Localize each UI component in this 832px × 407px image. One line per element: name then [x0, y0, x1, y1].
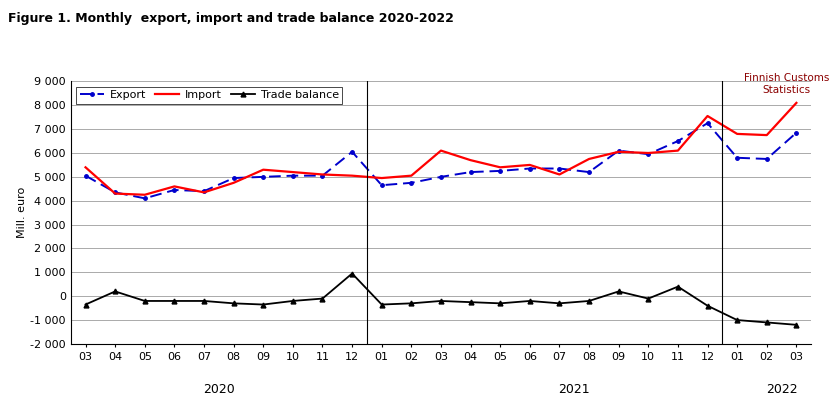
Import [377, 175, 387, 180]
Import [584, 157, 594, 162]
Import [466, 158, 476, 163]
Line: Import: Import [86, 103, 796, 195]
Trade balance [347, 271, 357, 276]
Import [791, 101, 801, 105]
Trade balance [199, 298, 209, 303]
Trade balance [791, 322, 801, 327]
Export [643, 152, 653, 157]
Legend: Export, Import, Trade balance: Export, Import, Trade balance [77, 87, 342, 104]
Trade balance [81, 302, 91, 307]
Import [318, 172, 328, 177]
Trade balance [643, 296, 653, 301]
Trade balance [762, 320, 772, 325]
Export [406, 180, 416, 185]
Import [199, 190, 209, 195]
Line: Export: Export [84, 121, 798, 200]
Trade balance [288, 298, 298, 303]
Trade balance [436, 298, 446, 303]
Export [702, 121, 712, 126]
Text: Finnish Customs
Statistics: Finnish Customs Statistics [744, 73, 829, 95]
Trade balance [732, 317, 742, 322]
Trade balance [673, 284, 683, 289]
Trade balance [702, 303, 712, 308]
Import [140, 193, 150, 197]
Export [791, 130, 801, 135]
Trade balance [554, 301, 564, 306]
Export [732, 155, 742, 160]
Export [347, 149, 357, 154]
Trade balance [318, 296, 328, 301]
Export [288, 173, 298, 178]
Import [762, 133, 772, 138]
Import [288, 170, 298, 175]
Import [614, 149, 624, 154]
Trade balance [377, 302, 387, 307]
Import [702, 114, 712, 118]
Import [732, 131, 742, 136]
Line: Trade balance: Trade balance [83, 271, 799, 327]
Export [140, 196, 150, 201]
Import [170, 184, 180, 189]
Import [229, 180, 239, 185]
Text: Figure 1. Monthly  export, import and trade balance 2020-2022: Figure 1. Monthly export, import and tra… [8, 12, 454, 25]
Export [584, 170, 594, 175]
Trade balance [614, 289, 624, 294]
Text: 2022: 2022 [765, 383, 797, 396]
Import [643, 151, 653, 155]
Import [495, 165, 505, 170]
Import [673, 148, 683, 153]
Trade balance [584, 298, 594, 303]
Export [525, 166, 535, 171]
Y-axis label: Mill. euro: Mill. euro [17, 187, 27, 238]
Trade balance [140, 298, 150, 303]
Import [110, 191, 120, 196]
Trade balance [258, 302, 268, 307]
Export [762, 157, 772, 162]
Import [406, 173, 416, 178]
Export [110, 190, 120, 195]
Trade balance [110, 289, 120, 294]
Trade balance [406, 301, 416, 306]
Import [554, 172, 564, 177]
Trade balance [495, 301, 505, 306]
Trade balance [466, 300, 476, 304]
Export [436, 175, 446, 179]
Export [258, 175, 268, 179]
Import [258, 167, 268, 172]
Trade balance [525, 298, 535, 303]
Export [199, 189, 209, 194]
Export [673, 139, 683, 144]
Export [466, 170, 476, 175]
Export [377, 183, 387, 188]
Trade balance [170, 298, 180, 303]
Export [170, 188, 180, 193]
Import [525, 162, 535, 167]
Text: 2020: 2020 [203, 383, 235, 396]
Export [554, 166, 564, 171]
Export [614, 148, 624, 153]
Trade balance [229, 301, 239, 306]
Export [229, 175, 239, 180]
Text: 2021: 2021 [558, 383, 590, 396]
Import [81, 165, 91, 170]
Export [495, 168, 505, 173]
Import [347, 173, 357, 178]
Export [81, 173, 91, 178]
Import [436, 148, 446, 153]
Export [318, 173, 328, 178]
